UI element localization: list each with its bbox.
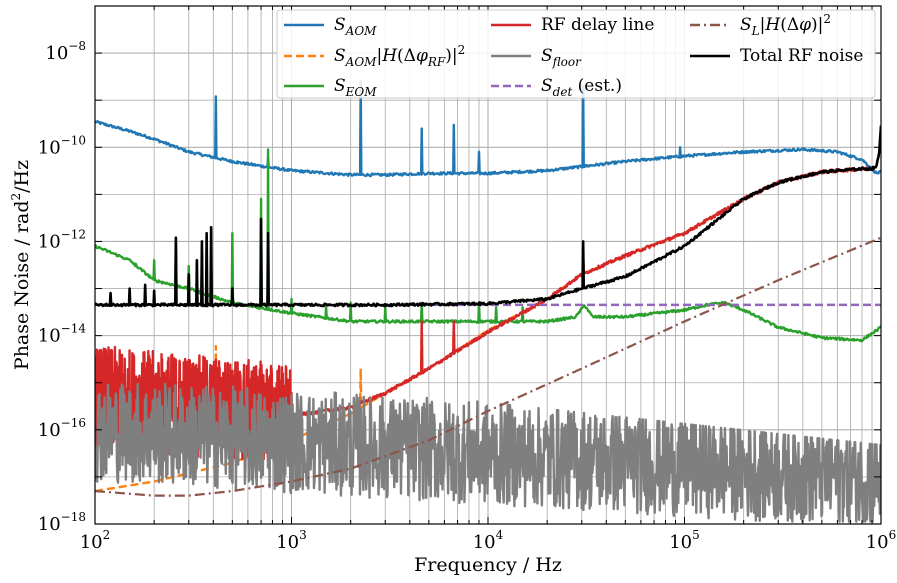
legend-label-s_det: Sdet (est.) (541, 76, 622, 99)
y-tick-label: 10−8 (45, 39, 86, 64)
series-line-s_floor (95, 382, 881, 523)
y-tick-label: 10−16 (38, 416, 86, 441)
legend: SAOM SAOM|H(ΔφRF)|2 SEOM RF delay line Sfloo… (276, 9, 876, 99)
legend-label-s_aom: SAOM (334, 15, 377, 38)
x-tick-label: 103 (276, 528, 307, 553)
plot-series (95, 80, 881, 523)
legend-label-s_eom: SEOM (334, 76, 377, 99)
legend-label-s_floor: Sfloor (541, 46, 582, 69)
legend-box (276, 9, 876, 99)
series-line-s_aom (95, 80, 881, 178)
x-tick-label: 104 (473, 528, 504, 553)
y-axis-title-tail: /Hz (11, 160, 33, 193)
y-tick-label: 10−14 (38, 322, 87, 347)
y-tick-label: 10−10 (38, 133, 86, 158)
legend-label-s_l_h: SL|H(Δφ)|2 (740, 12, 831, 38)
y-axis-title: Phase Noise / rad2/Hz (9, 160, 33, 370)
x-tick-label: 106 (866, 528, 897, 553)
y-axis-title-sup: 2 (9, 193, 23, 201)
y-tick-label: 10−18 (38, 510, 86, 535)
legend-label-total: Total RF noise (740, 46, 863, 66)
series-line-total (95, 125, 881, 308)
x-axis-title: Frequency / Hz (414, 554, 562, 576)
series-line-s_eom (95, 148, 881, 343)
x-tick-label: 105 (669, 528, 700, 553)
axis-ticks: 102 103 104 105 106 10−18 10−16 10−14 10−12 10−10… (38, 5, 897, 553)
series-line-s_l_h (95, 236, 881, 497)
legend-label-s_aom_h: SAOM|H(ΔφRF)|2 (334, 43, 465, 69)
y-tick-label: 10−12 (38, 227, 86, 252)
legend-label-rf_delay: RF delay line (541, 15, 654, 35)
x-tick-label: 102 (80, 528, 111, 553)
y-axis-title-main: Phase Noise / rad (11, 201, 33, 371)
